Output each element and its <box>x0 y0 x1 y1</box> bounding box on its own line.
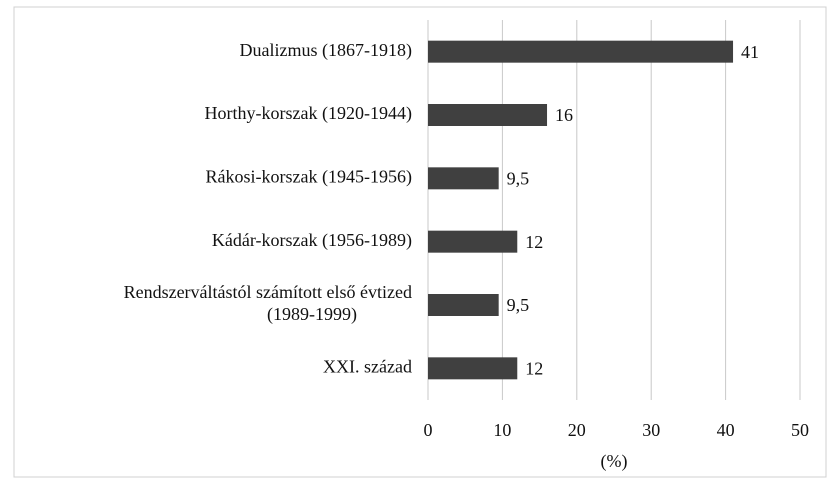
bar <box>428 167 499 190</box>
value-label: 16 <box>555 105 573 125</box>
x-tick-label: 50 <box>791 420 809 440</box>
x-tick-label: 30 <box>642 420 660 440</box>
value-label: 9,5 <box>507 295 530 315</box>
bar <box>428 357 518 380</box>
x-tick-label: 20 <box>568 420 586 440</box>
x-tick-label: 40 <box>717 420 735 440</box>
y-tick-label: Rendszerváltástól számított első évtized… <box>124 282 412 325</box>
value-label: 41 <box>741 42 759 62</box>
x-tick-label: 0 <box>424 420 433 440</box>
value-label: 9,5 <box>507 168 530 188</box>
y-tick-label: XXI. század <box>323 356 412 376</box>
bar <box>428 230 518 253</box>
x-tick-label: 10 <box>493 420 511 440</box>
bar <box>428 40 734 63</box>
y-tick-label: Rákosi-korszak (1945-1956) <box>206 166 412 187</box>
bar <box>428 104 548 126</box>
value-label: 12 <box>525 358 543 378</box>
y-tick-label: Horthy-korszak (1920-1944) <box>205 103 412 124</box>
value-label: 12 <box>525 232 543 252</box>
x-axis-label: (%) <box>601 451 628 472</box>
y-tick-label: Kádár-korszak (1956-1989) <box>212 230 412 251</box>
chart-frame <box>13 6 827 478</box>
y-tick-label: Dualizmus (1867-1918) <box>240 40 412 61</box>
bar <box>428 294 499 316</box>
